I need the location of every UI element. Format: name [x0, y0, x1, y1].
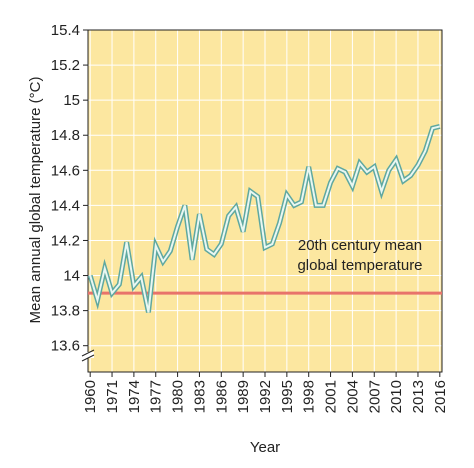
- y-tick-label: 15.2: [51, 57, 80, 74]
- x-tick-label: 2001: [323, 380, 340, 413]
- y-tick-label: 15: [63, 92, 80, 109]
- y-tick-label: 13.8: [51, 303, 80, 320]
- y-tick-label: 14.6: [51, 162, 80, 179]
- x-tick-label: 2004: [344, 380, 361, 413]
- x-tick-label: 2013: [410, 380, 427, 413]
- y-tick-label: 14: [63, 268, 80, 285]
- x-tick-label: 2007: [366, 380, 383, 413]
- x-tick-label: 2010: [388, 380, 405, 413]
- y-tick-label: 14.2: [51, 232, 80, 249]
- x-tick-label: 1998: [301, 380, 318, 413]
- x-tick-label: 1983: [191, 380, 208, 413]
- annotation-line: 20th century mean: [298, 237, 422, 254]
- annotation: 20th century mean global temperature: [297, 237, 422, 274]
- x-tick-label: 1960: [82, 380, 99, 413]
- axis-break: [81, 354, 95, 362]
- x-axis-label: Year: [250, 439, 280, 456]
- x-tick-label: 2016: [432, 380, 449, 413]
- x-tick-label: 1989: [235, 380, 252, 413]
- x-tick-label: 1974: [126, 380, 143, 413]
- x-tick-label: 1980: [170, 380, 187, 413]
- y-tick-label: 15.4: [51, 22, 80, 39]
- x-tick-label: 1971: [104, 380, 121, 413]
- y-tick-label: 14.4: [51, 197, 80, 214]
- x-tick-label: 1977: [148, 380, 165, 413]
- x-tick-label: 1986: [213, 380, 230, 413]
- axis-break: [81, 349, 95, 357]
- y-tick-label: 13.6: [51, 338, 80, 355]
- x-tick-label: 1992: [257, 380, 274, 413]
- y-tick-label: 14.8: [51, 127, 80, 144]
- annotation-line: global temperature: [297, 257, 422, 274]
- y-axis-label: Mean annual global temperature (°C): [27, 77, 44, 324]
- axis-break: [82, 352, 94, 358]
- series-line: [89, 125, 441, 313]
- x-tick-label: 1995: [279, 380, 296, 413]
- plot-frame: [87, 29, 443, 373]
